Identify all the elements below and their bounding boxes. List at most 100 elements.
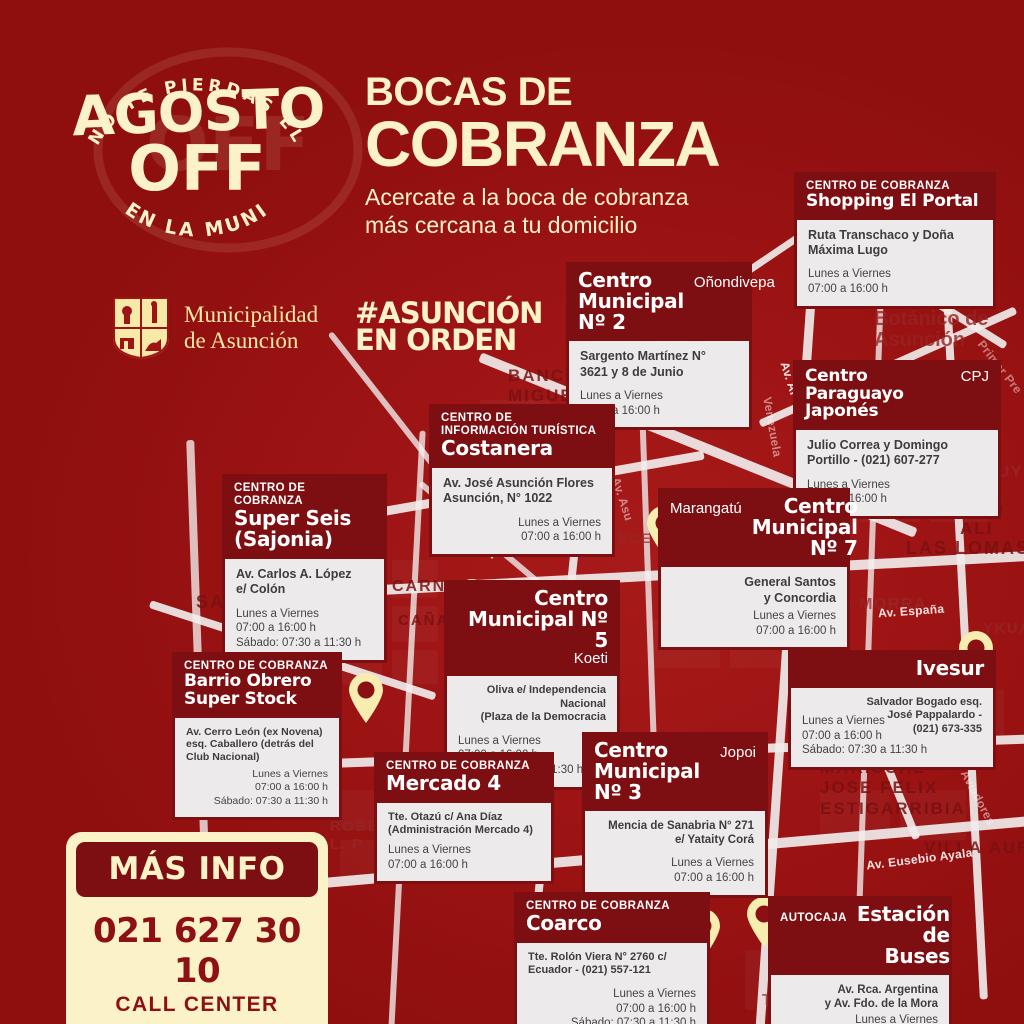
map-pin-barrio-obrero-super-stock[interactable] (347, 672, 385, 724)
card-alias: CPJ (960, 368, 989, 385)
card-kicker: CENTRO DE INFORMACIÓN TURÍSTICA (441, 412, 597, 438)
card-address: Ruta Transchaco y Doña Máxima Lugo (808, 227, 954, 258)
card-title: Estación de Buses (856, 902, 950, 968)
card-header: Centro Municipal Nº 3 Jopoi (582, 732, 768, 812)
card-kicker: AUTOCAJA (780, 912, 847, 924)
card-address: Julio Correa y Domingo Portillo - (021) … (807, 438, 948, 468)
card-address: Tte. Otazú c/ Ana Díaz (Administración M… (388, 811, 533, 837)
call-center-phone[interactable]: 021 627 30 10 (93, 911, 301, 991)
card-title: Barrio Obrero Super Stock (184, 671, 312, 709)
card-header: AUTOCAJA Estación de Buses (768, 896, 952, 976)
card-header: CENTRO DE COBRANZA Mercado 4 (374, 752, 554, 804)
card-address: Sargento Martínez N° 3621 y 8 de Junio (580, 349, 706, 379)
card-address: Av. Carlos A. López e/ Colón (236, 567, 352, 597)
card-title: Costanera (441, 436, 553, 461)
call-center-label: CALL CENTER (115, 993, 279, 1016)
card-title: Ivesur (915, 656, 985, 680)
card-body: Mencia de Sanabria N° 271 e/ Yataity Cor… (582, 811, 768, 898)
card-address: Mencia de Sanabria N° 271 e/ Yataity Cor… (608, 820, 754, 847)
location-card-mercado-4[interactable]: CENTRO DE COBRANZA Mercado 4 Tte. Otazú … (374, 752, 554, 885)
municipality-name: Municipalidad de Asunción (184, 302, 318, 354)
card-alias: Koeti (573, 650, 608, 668)
card-title: Centro Municipal Nº 5 (468, 586, 608, 652)
map-street-label: Venezuela (760, 395, 785, 459)
location-card-barrio-obrero-super-stock[interactable]: CENTRO DE COBRANZA Barrio Obrero Super S… (172, 652, 342, 821)
municipality-line-1: Municipalidad (184, 302, 319, 328)
header-subtitle: Acercate a la boca de cobranza más cerca… (365, 183, 689, 238)
card-header: Marangatú Centro Municipal Nº 7 (658, 488, 858, 568)
logo-off: OFF (128, 132, 266, 205)
map-block (392, 650, 438, 684)
location-card-centro-municipal-3[interactable]: Centro Municipal Nº 3 Jopoi Mencia de Sa… (582, 732, 768, 898)
card-hours: Lunes a Viernes 07:00 a 16:00 h (808, 268, 891, 296)
card-body: Salvador Bogado esq. José Pappalardo - (… (788, 687, 996, 771)
card-title: Centro Municipal Nº 3 (594, 738, 700, 804)
card-alias: Marangatú (670, 500, 742, 517)
card-address: Av. Cerro León (ex Novena) esq. Caballer… (186, 725, 323, 764)
title-line-1: BOCAS DE (365, 70, 573, 114)
more-info-box[interactable]: MÁS INFO 021 627 30 10 CALL CENTER (66, 832, 328, 1024)
location-card-centro-paraguayo-japones[interactable]: Centro Paraguayo Japonés CPJ Julio Corre… (793, 360, 1001, 519)
logo-arc-svg: NO TE PIERDAS EL EN LA MUNI (85, 75, 306, 241)
location-card-costanera[interactable]: CENTRO DE INFORMACIÓN TURÍSTICA Costaner… (429, 404, 615, 558)
card-header: CENTRO DE COBRANZA Shopping El Portal (794, 172, 996, 220)
card-title: Centro Paraguayo Japonés (805, 366, 904, 422)
card-body: Sargento Martínez N° 3621 y 8 de Junio L… (566, 341, 752, 431)
map-street-label: Av. España (877, 601, 945, 621)
card-body: Tte. Otazú c/ Ana Díaz (Administración M… (374, 803, 554, 885)
card-kicker: CENTRO DE COBRANZA (234, 482, 306, 508)
card-hours: Lunes a Viernes 07:00 a 16:00 h (388, 843, 471, 871)
card-header: Centro Municipal Nº 5 Koeti (444, 580, 620, 677)
location-card-shopping-el-portal[interactable]: CENTRO DE COBRANZA Shopping El Portal Ru… (794, 172, 996, 309)
card-hours: Lunes a Viernes 07:00 a 16:00 h Sábado: … (802, 715, 928, 757)
card-header: Centro Municipal Nº 2 Oñondivepa (566, 262, 775, 342)
card-hours: Lunes a Viernes 07:00 a 16:00 h (753, 609, 836, 637)
location-card-estacion-de-buses[interactable]: AUTOCAJA Estación de Buses Av. Rca. Arge… (768, 896, 952, 1024)
card-title: Centro Municipal Nº 7 (751, 494, 858, 560)
card-kicker: CENTRO DE COBRANZA (806, 180, 950, 192)
coat-of-arms-icon (113, 297, 169, 360)
card-body: Av. Carlos A. López e/ Colón Lunes a Vie… (222, 559, 387, 663)
card-hours: Lunes a Viernes 07:00 a 16:00 h Sábado: … (236, 607, 362, 649)
card-address: Tte. Rolón Viera N° 2760 c/ Ecuador - (0… (528, 951, 667, 977)
card-title: Coarco (526, 911, 602, 936)
card-kicker: CENTRO DE COBRANZA (526, 900, 670, 912)
card-body: Av. Cerro León (ex Novena) esq. Caballer… (172, 717, 342, 821)
location-card-coarco[interactable]: CENTRO DE COBRANZA Coarco Tte. Rolón Vie… (514, 892, 710, 1024)
card-body: Av. José Asunción Flores Asunción, N° 10… (429, 468, 615, 558)
card-header: CENTRO DE COBRANZA Super Seis (Sajonia) (222, 474, 387, 560)
card-hours: Lunes a Viernes 07:00 a 16:00 h (518, 516, 601, 544)
card-hours: Lunes a Viernes 07:00 a 16:00 h Sábado: … (570, 987, 696, 1024)
card-body: Tte. Rolón Viera N° 2760 c/ Ecuador - (0… (514, 943, 710, 1024)
map-street-label: Av. Eusebio Ayala (865, 845, 974, 873)
card-header: CENTRO DE INFORMACIÓN TURÍSTICA Costaner… (429, 404, 615, 469)
hashtag-line-2: EN ORDEN (355, 322, 517, 357)
location-card-ivesur[interactable]: Ivesur Salvador Bogado esq. José Pappala… (788, 650, 996, 771)
location-card-centro-municipal-7[interactable]: Marangatú Centro Municipal Nº 7 General … (658, 488, 858, 651)
card-header: CENTRO DE COBRANZA Barrio Obrero Super S… (172, 652, 342, 718)
more-info-heading: MÁS INFO (76, 842, 318, 897)
card-title: Shopping El Portal (806, 191, 979, 212)
card-body: Ruta Transchaco y Doña Máxima Lugo Lunes… (794, 219, 996, 309)
card-title: Super Seis (Sajonia) (234, 506, 352, 552)
municipality-line-2: de Asunción (184, 328, 299, 353)
card-body: Av. Rca. Argentina y Av. Fdo. de la Mora… (768, 975, 952, 1024)
card-header: Ivesur (788, 650, 996, 688)
card-hours: Lunes a Viernes 07:00 a 16:00 h (671, 857, 754, 885)
campaign-logo: NO TE PIERDAS EL EN LA MUNI AGOSTO OFF (71, 52, 325, 257)
card-title: Centro Municipal Nº 2 (578, 268, 684, 334)
location-card-super-seis-sajonia[interactable]: CENTRO DE COBRANZA Super Seis (Sajonia) … (222, 474, 387, 663)
campaign-hashtag: #ASUNCIÓN EN ORDEN (355, 296, 543, 357)
card-hours: Lunes a Viernes 07:00 a 16:00 h Sábado: … (213, 767, 328, 807)
road (388, 430, 426, 1024)
card-address: Salvador Bogado esq. José Pappalardo - (… (866, 695, 982, 735)
hashtag-line-1: #ASUNCIÓN (355, 296, 543, 330)
card-kicker: CENTRO DE COBRANZA (184, 660, 328, 672)
card-header: CENTRO DE COBRANZA Coarco (514, 892, 710, 944)
card-address: Oliva e/ Independencia Nacional (Plaza d… (480, 684, 606, 724)
location-card-centro-municipal-2[interactable]: Centro Municipal Nº 2 Oñondivepa Sargent… (566, 262, 775, 431)
card-kicker: CENTRO DE COBRANZA (386, 760, 530, 772)
title-line-2: COBRANZA (365, 108, 721, 180)
card-alias: Jopoi (720, 744, 756, 761)
